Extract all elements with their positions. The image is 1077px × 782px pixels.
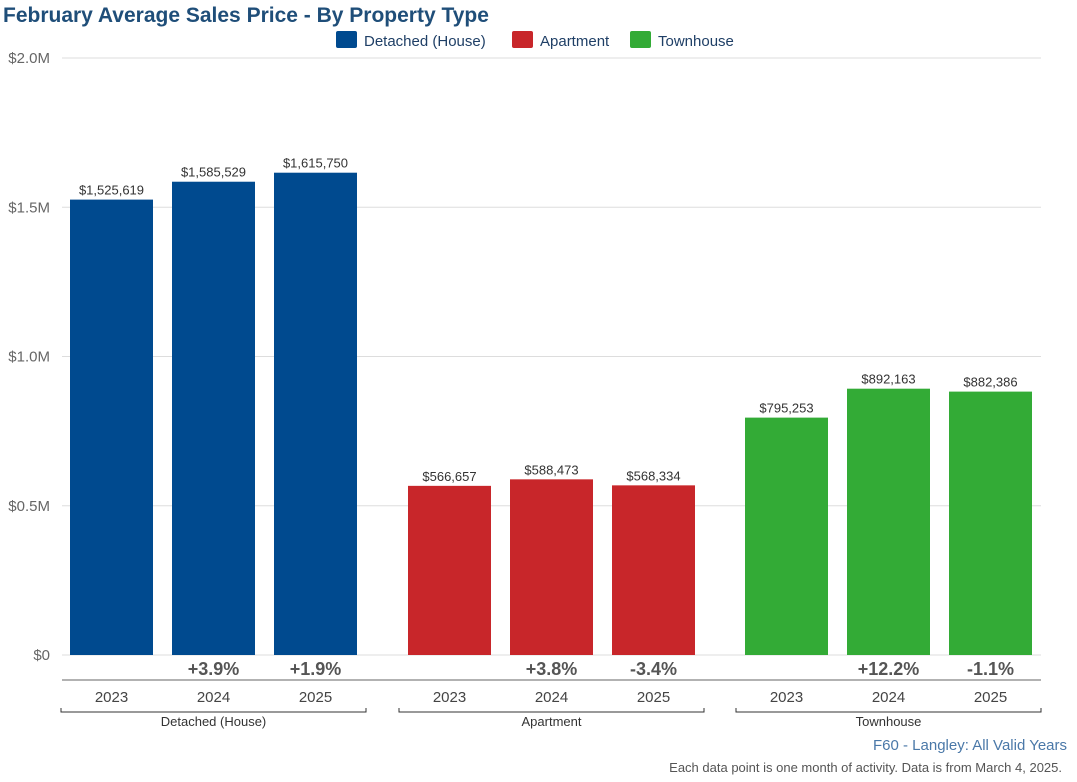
change-label: +3.9% [188,659,240,679]
y-tick-label: $1.0M [8,349,50,366]
x-tick-label: 2023 [770,689,803,706]
data-label: $588,473 [524,462,578,477]
x-tick-label: 2024 [535,689,568,706]
group-label: Detached (House) [161,714,267,729]
data-label: $1,525,619 [79,183,144,198]
data-label: $568,334 [626,468,680,483]
bar[interactable] [510,479,593,655]
data-label: $882,386 [963,375,1017,390]
group-label: Apartment [522,714,582,729]
data-label: $566,657 [422,469,476,484]
change-label: -3.4% [630,659,677,679]
legend-label[interactable]: Townhouse [658,33,734,50]
x-tick-label: 2024 [197,689,230,706]
bar[interactable] [847,388,930,655]
group-bracket [735,708,1042,713]
y-tick-label: $2.0M [8,50,50,67]
data-label: $1,615,750 [283,156,348,171]
group-label: Townhouse [856,714,922,729]
x-axis: 2023 2024 2025 Detached (House) 2023 2024 2025… [60,679,1042,729]
y-tick-label: $0 [33,647,50,664]
y-tick-label: $0.5M [8,498,50,515]
x-tick-label: 2023 [433,689,466,706]
legend-label[interactable]: Detached (House) [364,33,486,50]
x-tick-label: 2023 [95,689,128,706]
change-label: -1.1% [967,659,1014,679]
bar[interactable] [745,417,828,655]
group-bracket [398,708,705,713]
data-label: $795,253 [759,401,813,416]
data-label: $892,163 [861,372,915,387]
x-tick-label: 2025 [299,689,332,706]
legend: Detached (House) Apartment Townhouse [336,31,734,50]
data-label: $1,585,529 [181,165,246,180]
chart-title: February Average Sales Price - By Proper… [3,4,489,27]
footnote: Each data point is one month of activity… [669,760,1062,775]
bar[interactable] [612,485,695,655]
y-tick-label: $1.5M [8,199,50,216]
bar[interactable] [274,172,357,656]
bar[interactable] [70,199,153,655]
x-tick-label: 2025 [974,689,1007,706]
group-bracket [60,708,367,713]
y-axis: $0 $0.5M $1.0M $1.5M $2.0M [8,50,50,664]
bars: $1,525,619 $1,585,529 +3.9% $1,615,750 +1.9%… [70,156,1032,679]
bar[interactable] [172,181,255,655]
legend-swatch[interactable] [336,31,357,48]
legend-label[interactable]: Apartment [540,33,610,50]
change-label: +3.8% [526,659,578,679]
source-label: F60 - Langley: All Valid Years [873,737,1067,754]
x-tick-label: 2024 [872,689,905,706]
x-tick-label: 2025 [637,689,670,706]
bar[interactable] [949,391,1032,655]
legend-swatch[interactable] [512,31,533,48]
change-label: +1.9% [290,659,342,679]
change-label: +12.2% [858,659,920,679]
legend-swatch[interactable] [630,31,651,48]
bar[interactable] [408,485,491,655]
